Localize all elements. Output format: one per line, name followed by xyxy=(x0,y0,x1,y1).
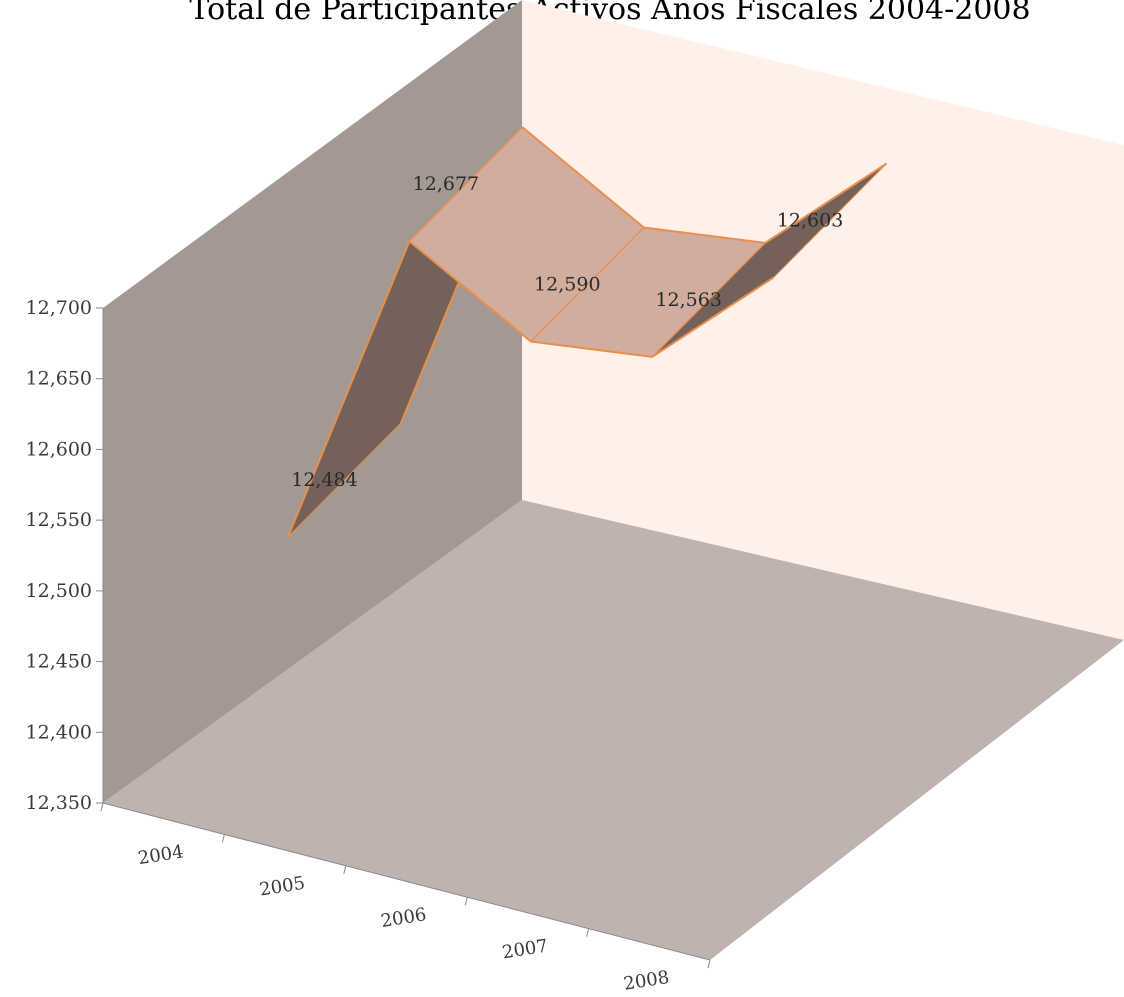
y-tick-label: 12,650 xyxy=(26,368,92,390)
y-tick-label: 12,550 xyxy=(26,509,92,531)
x-tick-label: 2006 xyxy=(379,904,428,932)
x-tick-mark xyxy=(221,834,225,843)
x-tick-label: 2008 xyxy=(622,967,671,995)
front-edge-segment xyxy=(287,240,411,538)
front-edge-segment xyxy=(408,240,532,343)
crease-line xyxy=(651,242,766,358)
x-tick-mark xyxy=(343,865,347,874)
x-axis-line xyxy=(102,802,711,961)
back-edge-segment xyxy=(643,226,766,244)
y-tick-label: 12,500 xyxy=(26,580,92,602)
data-label: 12,563 xyxy=(655,289,721,311)
data-label: 12,590 xyxy=(534,273,600,295)
x-tick-label: 2007 xyxy=(501,936,550,964)
x-tick-mark xyxy=(464,897,468,906)
y-axis-ticks: 12,350 12,400 12,450 12,500 12,550 12,600 12,6… xyxy=(26,297,103,814)
left-wall xyxy=(103,0,522,803)
data-label: 12,603 xyxy=(777,210,843,232)
x-tick-label: 2004 xyxy=(137,841,186,869)
x-tick-mark xyxy=(100,802,104,812)
y-tick-label: 12,450 xyxy=(26,651,92,673)
series-area xyxy=(287,126,888,538)
back-edge-segment xyxy=(521,126,645,229)
x-tick-mark xyxy=(707,959,711,969)
floor xyxy=(103,500,1124,960)
crease-line xyxy=(408,126,523,242)
data-label: 12,484 xyxy=(291,469,357,491)
crease-line xyxy=(530,227,645,342)
data-labels: 12,484 12,677 12,590 12,563 12,603 xyxy=(291,173,843,491)
y-tick-label: 12,350 xyxy=(26,792,92,814)
x-tick-label: 2005 xyxy=(258,873,307,901)
front-edge-segment xyxy=(530,340,653,358)
y-tick-label: 12,400 xyxy=(26,721,92,743)
back-wall xyxy=(522,0,1124,640)
front-edge-segment xyxy=(651,276,775,358)
x-tick-mark xyxy=(586,928,590,937)
back-edge-segment xyxy=(764,162,888,244)
y-tick-label: 12,600 xyxy=(26,438,92,460)
y-tick-label: 12,700 xyxy=(26,297,92,319)
data-label: 12,677 xyxy=(413,173,479,195)
